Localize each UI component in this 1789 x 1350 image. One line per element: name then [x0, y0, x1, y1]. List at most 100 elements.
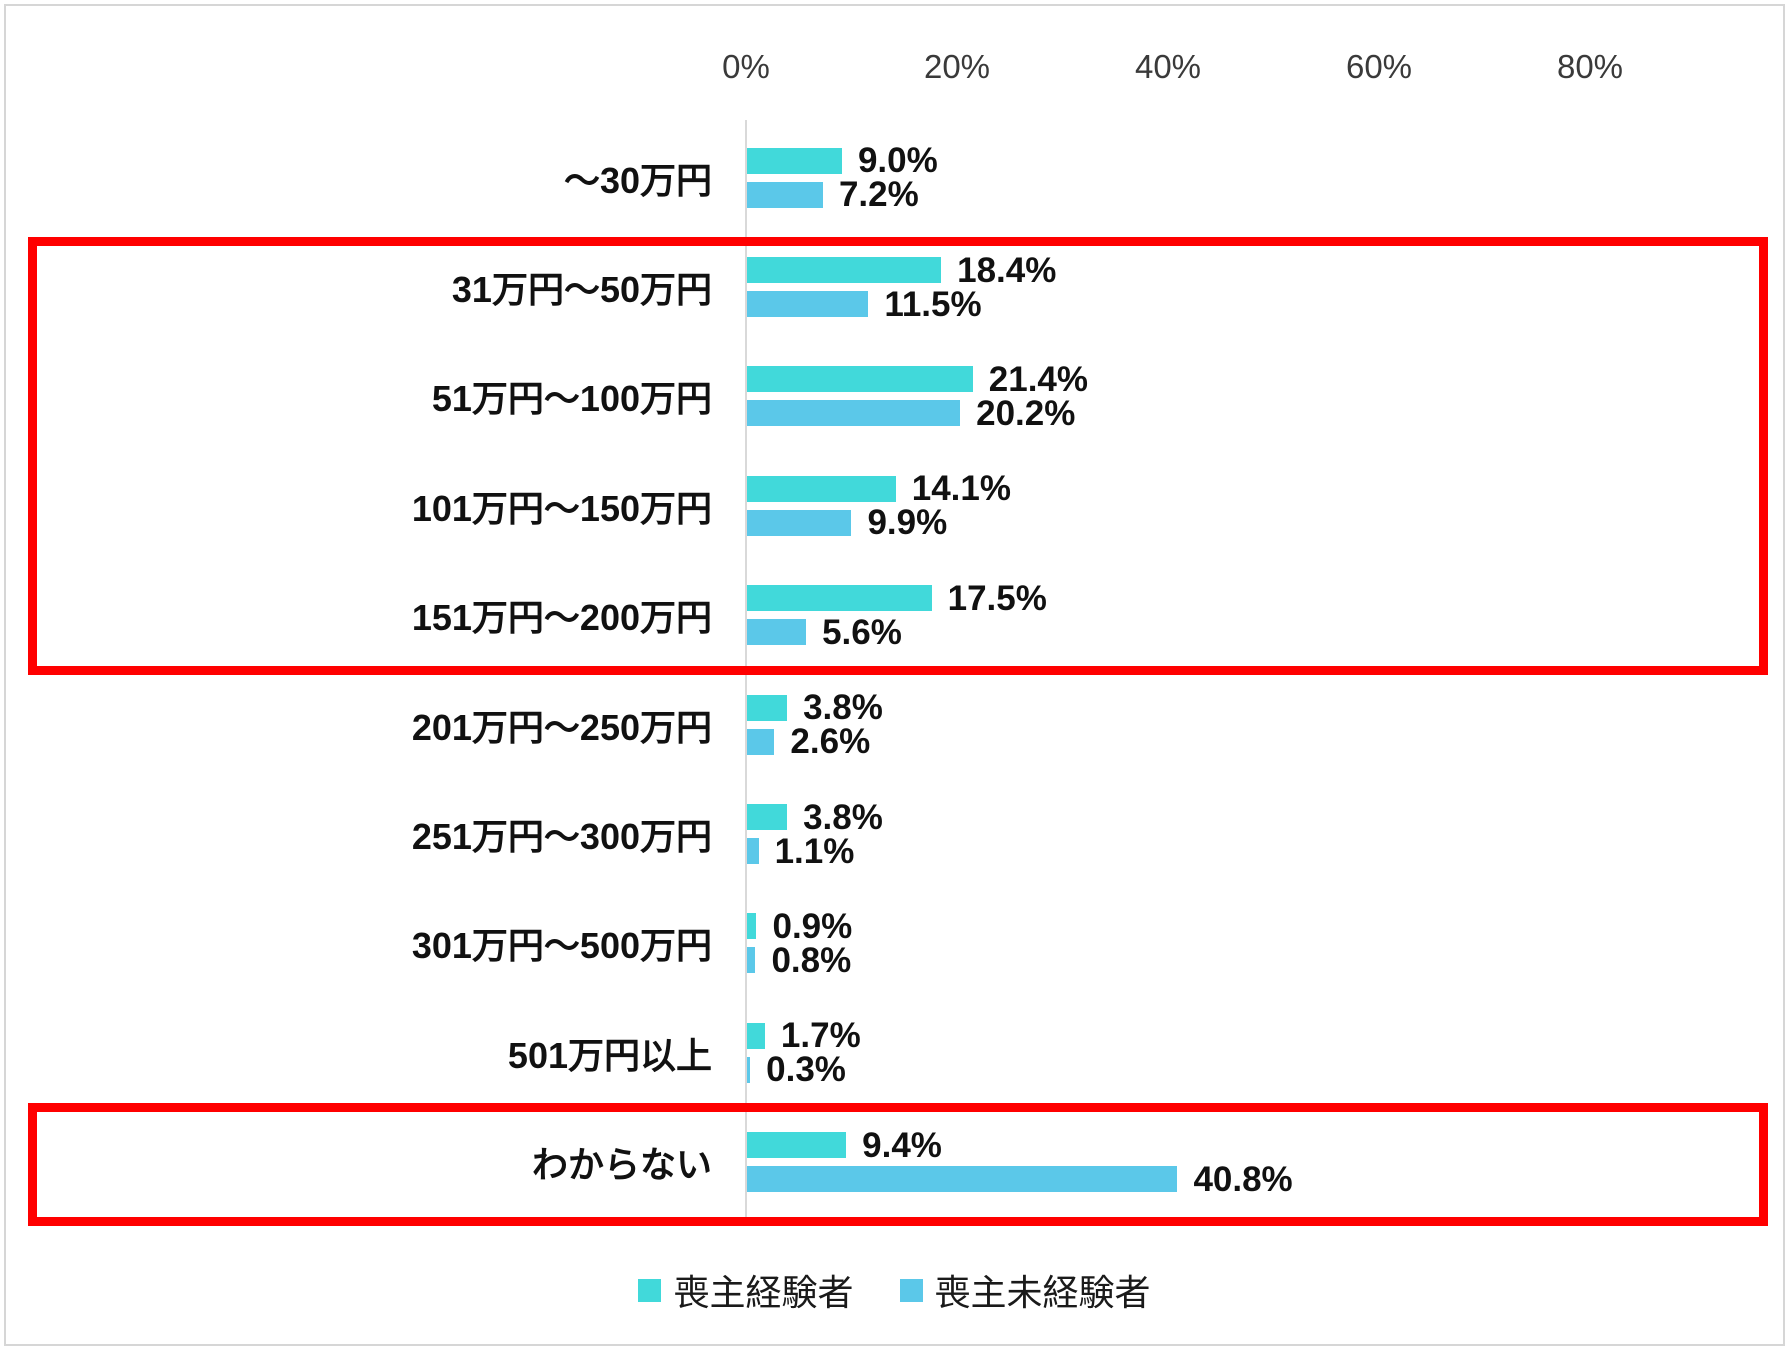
- bar-group: 1.7% 0.3%: [747, 1018, 861, 1087]
- chart-row-8: 501万円以上 1.7% 0.3%: [0, 998, 1789, 1107]
- bar-line: 1.1%: [747, 834, 883, 869]
- legend-item-inexperienced: 喪主未経験者: [899, 1264, 1151, 1316]
- value-label: 2.6%: [790, 722, 871, 762]
- value-label: 9.4%: [862, 1125, 942, 1165]
- value-label: 17.5%: [947, 578, 1047, 618]
- bar-group: 21.4% 20.2%: [747, 362, 1088, 431]
- bar-line: 0.9%: [747, 909, 852, 944]
- bar-line: 40.8%: [747, 1162, 1293, 1197]
- legend-swatch-icon: [638, 1278, 662, 1302]
- bar-moshu-experienced: [747, 257, 942, 284]
- bar-moshu-experienced: [747, 1022, 765, 1049]
- value-label: 9.0%: [857, 141, 938, 181]
- bar-moshu-inexperienced: [747, 1056, 751, 1083]
- category-label: 201万円～250万円: [411, 706, 712, 748]
- value-label: 0.3%: [766, 1050, 846, 1090]
- bar-group: 18.4% 11.5%: [747, 253, 1056, 322]
- value-label: 40.8%: [1193, 1159, 1293, 1199]
- bar-line: 3.8%: [747, 690, 883, 725]
- legend-label: 喪主未経験者: [934, 1272, 1151, 1313]
- chart-row-2: 51万円～100万円 21.4% 20.2%: [0, 342, 1789, 451]
- bar-moshu-experienced: [747, 475, 896, 502]
- legend-item-experienced: 喪主経験者: [638, 1264, 854, 1316]
- bar-group: 3.8% 1.1%: [747, 800, 883, 869]
- chart-row-1: 31万円～50万円 18.4% 11.5%: [0, 232, 1789, 341]
- value-label: 20.2%: [976, 393, 1076, 433]
- bar-moshu-experienced: [747, 585, 932, 612]
- bar-group: 0.9% 0.8%: [747, 909, 852, 978]
- value-label: 3.8%: [803, 688, 883, 728]
- bar-moshu-inexperienced: [747, 947, 756, 974]
- bar-line: 11.5%: [747, 287, 1056, 322]
- value-label: 7.2%: [838, 175, 919, 215]
- bar-moshu-experienced: [747, 694, 788, 721]
- bar-moshu-experienced: [747, 147, 842, 174]
- chart-row-4: 151万円～200万円 17.5% 5.6%: [0, 561, 1789, 670]
- bar-line: 20.2%: [747, 396, 1088, 431]
- value-label: 14.1%: [911, 469, 1011, 509]
- bar-line: 9.0%: [747, 143, 938, 178]
- category-label: 101万円～150万円: [411, 487, 712, 529]
- x-axis-tick-label: 20%: [923, 48, 991, 85]
- value-label: 0.8%: [771, 940, 852, 980]
- bar-moshu-inexperienced: [747, 1166, 1178, 1193]
- bar-line: 0.8%: [747, 943, 852, 978]
- legend-swatch-icon: [899, 1278, 923, 1302]
- bar-moshu-experienced: [747, 804, 788, 831]
- value-label: 3.8%: [803, 797, 883, 837]
- bar-line: 9.4%: [747, 1128, 1293, 1163]
- x-axis-tick-label: 80%: [1556, 48, 1624, 85]
- category-label: 151万円～200万円: [411, 597, 712, 639]
- legend-label: 喪主経験者: [673, 1272, 854, 1313]
- bar-line: 1.7%: [747, 1018, 861, 1053]
- bar-line: 21.4%: [747, 362, 1088, 397]
- x-axis-tick-label: 0%: [722, 48, 770, 85]
- bar-group: 9.4% 40.8%: [747, 1128, 1293, 1197]
- bar-moshu-inexperienced: [747, 838, 759, 865]
- bar-line: 9.9%: [747, 505, 1011, 540]
- bar-line: 14.1%: [747, 471, 1011, 506]
- chart-row-0: ～30万円 9.0% 7.2%: [0, 123, 1789, 232]
- highlight-box-2: [28, 1103, 1768, 1226]
- bar-moshu-inexperienced: [747, 181, 823, 208]
- category-label: 251万円～300万円: [411, 816, 712, 858]
- chart-row-9: わからない 9.4% 40.8%: [0, 1108, 1789, 1217]
- value-label: 18.4%: [957, 250, 1057, 290]
- bar-line: 2.6%: [747, 724, 883, 759]
- bar-moshu-experienced: [747, 366, 973, 393]
- value-label: 5.6%: [822, 612, 902, 652]
- bar-moshu-experienced: [747, 913, 757, 940]
- bar-line: 3.8%: [747, 800, 883, 835]
- value-label: 9.9%: [867, 503, 948, 543]
- x-axis-tick-label: 60%: [1345, 48, 1413, 85]
- chart-legend: 喪主経験者 喪主未経験者: [0, 1264, 1789, 1316]
- category-label: 51万円～100万円: [431, 378, 712, 420]
- bar-moshu-inexperienced: [747, 619, 807, 646]
- category-label: 31万円～50万円: [451, 269, 712, 311]
- value-label: 0.9%: [772, 906, 853, 946]
- bar-moshu-inexperienced: [747, 509, 852, 536]
- bar-group: 17.5% 5.6%: [747, 581, 1047, 650]
- category-label: 501万円以上: [507, 1034, 712, 1076]
- bar-moshu-inexperienced: [747, 728, 775, 755]
- bar-group: 3.8% 2.6%: [747, 690, 883, 759]
- value-label: 11.5%: [884, 284, 982, 324]
- category-label: ～30万円: [563, 159, 712, 201]
- highlight-box-1: [28, 237, 1768, 675]
- bar-moshu-inexperienced: [747, 400, 961, 427]
- bar-line: 5.6%: [747, 615, 1047, 650]
- bar-moshu-experienced: [747, 1132, 847, 1159]
- bar-line: 7.2%: [747, 177, 938, 212]
- bar-moshu-inexperienced: [747, 291, 869, 318]
- bar-group: 14.1% 9.9%: [747, 471, 1011, 540]
- bar-line: 18.4%: [747, 253, 1056, 288]
- category-label: わからない: [531, 1144, 712, 1186]
- category-label: 301万円～500万円: [411, 925, 712, 967]
- bar-line: 0.3%: [747, 1052, 861, 1087]
- value-label: 1.1%: [774, 831, 855, 871]
- chart-row-6: 251万円～300万円 3.8% 1.1%: [0, 779, 1789, 888]
- bar-group: 9.0% 7.2%: [747, 143, 938, 212]
- chart-row-3: 101万円～150万円 14.1% 9.9%: [0, 451, 1789, 560]
- chart-row-5: 201万円～250万円 3.8% 2.6%: [0, 670, 1789, 779]
